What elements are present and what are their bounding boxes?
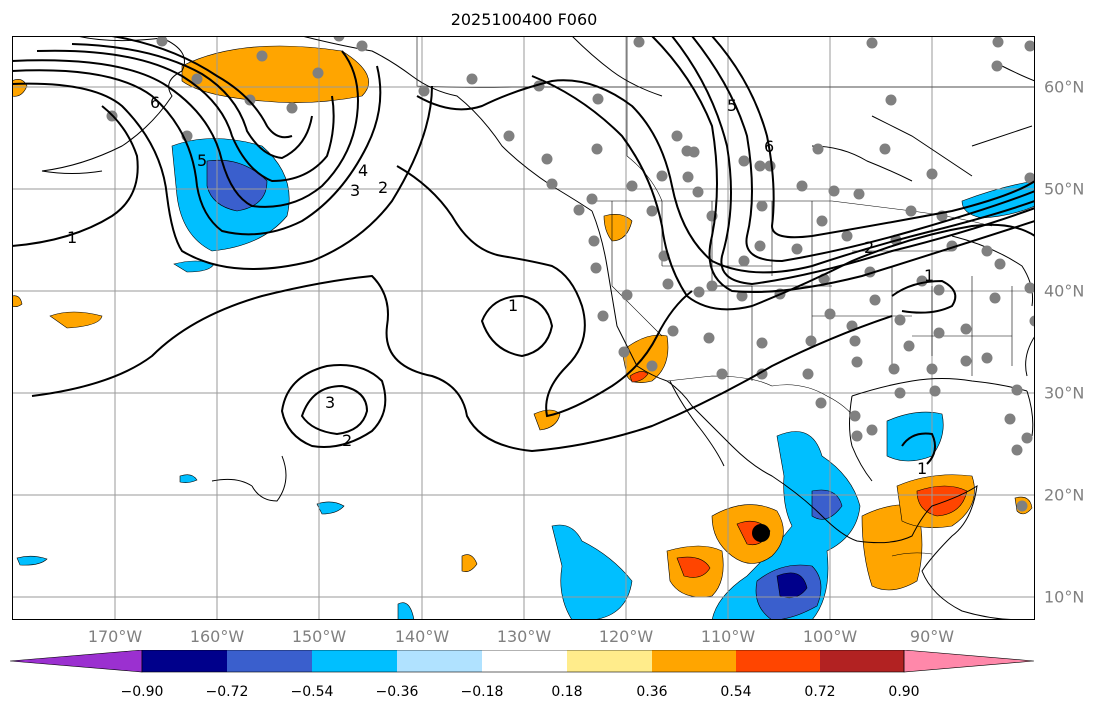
lon-label: 100°W xyxy=(802,627,858,646)
colorbar-tick-label: −0.90 xyxy=(120,684,164,700)
lon-label: 160°W xyxy=(189,627,245,646)
lat-label: 50°N xyxy=(1044,179,1085,199)
lon-label: 120°W xyxy=(598,627,654,646)
lon-label: 150°W xyxy=(291,627,347,646)
colorbar-bin xyxy=(397,650,482,672)
colorbar-bin xyxy=(227,650,312,672)
lat-label: 40°N xyxy=(1044,281,1085,301)
lon-label: 110°W xyxy=(700,627,756,646)
lat-label: 20°N xyxy=(1044,485,1085,505)
colorbar-segments xyxy=(10,650,1035,673)
storm-center-marker xyxy=(752,524,770,542)
station-markers xyxy=(106,36,1035,512)
contour-label: 1 xyxy=(508,296,518,315)
map-title: 2025100400 F060 xyxy=(450,10,598,29)
contour-label: 6 xyxy=(150,93,160,112)
contour-label: 2 xyxy=(342,431,352,450)
colorbar-bin xyxy=(312,650,397,672)
colorbar-tick-label: 0.54 xyxy=(720,684,752,700)
colorbar-extend-low xyxy=(10,650,143,673)
lat-label: 60°N xyxy=(1044,77,1085,97)
lon-label: 130°W xyxy=(496,627,552,646)
contour-lines xyxy=(12,36,1035,465)
colorbar-bin xyxy=(142,650,227,672)
contour-label: 3 xyxy=(325,393,335,412)
contour-label: 4 xyxy=(358,161,368,180)
contour-label: 3 xyxy=(350,181,360,200)
colorbar-tick-label: −0.72 xyxy=(205,684,249,700)
contour-label: 1 xyxy=(924,266,934,285)
colorbar-tick-label: −0.36 xyxy=(375,684,419,700)
lon-label: 170°W xyxy=(87,627,143,646)
colorbar-tick-label: −0.54 xyxy=(290,684,334,700)
contour-label: 1 xyxy=(67,228,77,247)
map-plot: 1 1 1 1 2 2 2 3 3 4 5 6 6 5 xyxy=(12,36,1035,620)
contour-label: 5 xyxy=(197,151,207,170)
colorbar-bin xyxy=(820,650,904,672)
lat-label: 30°N xyxy=(1044,383,1085,403)
contour-label: 2 xyxy=(378,178,388,197)
contour-label: 6 xyxy=(764,137,774,156)
contour-labels: 1 1 1 1 2 2 2 3 3 4 5 6 6 5 xyxy=(67,93,934,478)
colorbar-bin xyxy=(652,650,736,672)
colorbar-bin xyxy=(736,650,820,672)
colorbar-bin xyxy=(567,650,652,672)
contour-label: 5 xyxy=(727,96,737,115)
colorbar-extend-high xyxy=(903,650,1035,673)
graticule xyxy=(12,36,1035,620)
colorbar-tick-label: 0.18 xyxy=(551,684,583,700)
contour-label: 2 xyxy=(864,238,874,257)
colorbar-bin xyxy=(482,650,567,672)
colorbar-tick-label: 0.36 xyxy=(636,684,668,700)
lon-label: 140°W xyxy=(394,627,450,646)
contour-label: 1 xyxy=(917,459,927,478)
political-borders xyxy=(416,36,1035,557)
colorbar-tick-label: 0.72 xyxy=(804,684,836,700)
lon-label: 90°W xyxy=(909,627,955,646)
colorbar-tick-label: 0.90 xyxy=(888,684,920,700)
lat-label: 10°N xyxy=(1044,587,1085,607)
shaded-fields xyxy=(12,45,1035,620)
colorbar-tick-label: −0.18 xyxy=(460,684,504,700)
colorbar xyxy=(10,650,1035,673)
